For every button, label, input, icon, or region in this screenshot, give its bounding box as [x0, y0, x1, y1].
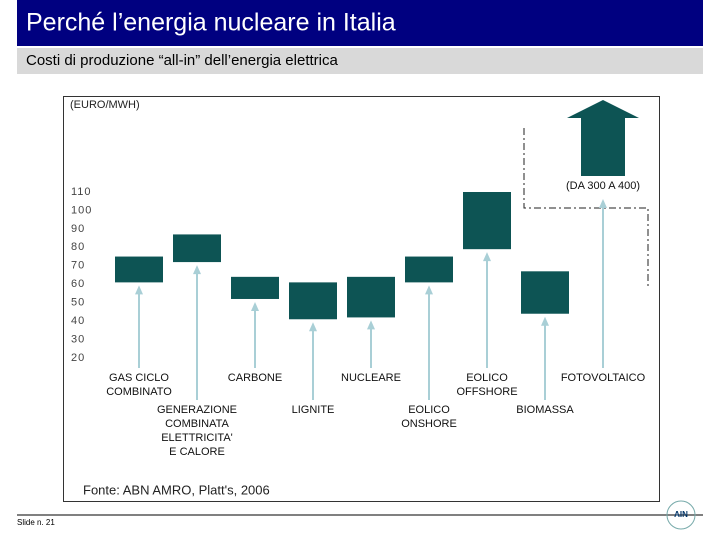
range-bar	[115, 256, 163, 283]
category-label: EOLICO	[466, 372, 508, 384]
y-tick-label: 70	[71, 260, 85, 272]
category-label: COMBINATO	[106, 386, 172, 398]
category-label: BIOMASSA	[516, 404, 574, 416]
subtitle: Costi di produzione “all-in” dell’energi…	[26, 52, 338, 69]
plot: 20 30 40 50 60 70 80 90 100 110 GAS CICLO COMBINATO…	[71, 100, 646, 458]
category-label: ELETTRICITA'	[161, 432, 233, 444]
y-tick-label: 80	[71, 241, 85, 253]
logo-ring	[666, 500, 696, 530]
category-label: ONSHORE	[401, 418, 457, 430]
pointer-head	[309, 322, 317, 332]
y-tick-label: 60	[71, 278, 85, 290]
y-tick-label: 110	[71, 186, 92, 198]
category-label: GENERAZIONE	[157, 404, 237, 416]
category-label: LIGNITE	[292, 404, 335, 416]
logo: AIN	[674, 510, 688, 519]
y-tick-label: 90	[71, 223, 85, 235]
y-tick-label: 100	[71, 204, 92, 216]
pointer-head	[251, 301, 259, 311]
subtitle-bar	[17, 48, 703, 74]
title-bar	[17, 0, 703, 46]
category-label: E CALORE	[169, 446, 225, 458]
y-tick-label: 30	[71, 333, 85, 345]
pointer-head	[135, 285, 143, 295]
range-bar	[463, 192, 511, 250]
range-arrow	[567, 100, 639, 176]
unit-label: (EURO/MWH)	[70, 99, 140, 111]
pointer-head	[483, 252, 491, 262]
range-bar	[289, 282, 337, 320]
pointer-head	[193, 265, 201, 275]
range-bar	[231, 276, 279, 299]
category-label: CARBONE	[228, 372, 282, 384]
dashed-bracket	[523, 128, 649, 288]
pointer-head	[367, 320, 375, 330]
y-tick-label: 40	[71, 315, 85, 327]
category-label: NUCLEARE	[341, 372, 401, 384]
source: Fonte: ABN AMRO, Platt's, 2006	[83, 482, 270, 497]
y-tick-label: 50	[71, 297, 85, 309]
pointer-head	[425, 285, 433, 295]
slide-number: Slide n. 21	[17, 518, 55, 527]
range-bar	[347, 276, 395, 318]
pointer-head	[599, 199, 607, 208]
category-label: OFFSHORE	[456, 386, 517, 398]
pointer-head	[541, 316, 549, 326]
category-label: GAS CICLO	[109, 372, 169, 384]
category-label: EOLICO	[408, 404, 450, 416]
category-label: COMBINATA	[165, 418, 229, 430]
range-bar	[521, 271, 569, 314]
title: Perché l’energia nucleare in Italia	[26, 9, 396, 37]
range-bar	[405, 256, 453, 283]
y-tick-label: 20	[71, 352, 85, 364]
category-label: FOTOVOLTAICO	[561, 372, 646, 384]
annotation: (DA 300 A 400)	[566, 180, 640, 192]
range-bar	[173, 234, 221, 263]
